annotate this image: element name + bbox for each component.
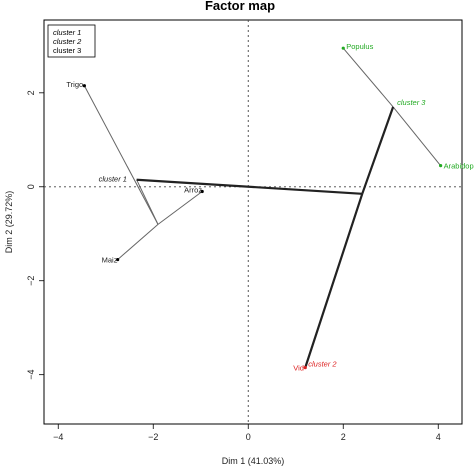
- individual-point: [439, 164, 443, 168]
- legend-entry-cluster-2: cluster 2: [53, 37, 82, 46]
- x-tick-label: −2: [148, 432, 158, 442]
- individual-point: [341, 46, 345, 50]
- y-tick-label: −2: [26, 276, 36, 286]
- reference-lines: [44, 20, 462, 424]
- tree-edge-thin: [392, 106, 442, 166]
- tree-edge-thin: [157, 191, 203, 225]
- x-tick-label: 4: [436, 432, 441, 442]
- legend-entry-cluster-3: cluster 3: [53, 46, 81, 55]
- individual-point: [303, 366, 307, 370]
- cluster-center-label: cluster 2: [308, 360, 337, 369]
- tree-edge-thick: [361, 106, 395, 195]
- x-axis-label: Dim 1 (41.03%): [222, 456, 285, 466]
- tree-edge-thin: [136, 179, 159, 225]
- tree-edge-thin: [83, 85, 159, 225]
- plot-frame: [43, 19, 463, 425]
- x-tick-label: 2: [341, 432, 346, 442]
- individual-point: [200, 189, 204, 194]
- individual-label: Arabidopsis: [444, 162, 474, 171]
- cluster-center-label: cluster 1: [99, 175, 127, 184]
- point-labels: Trigo Arroz Maiz Vid Populus Arabidopsis clust…: [66, 42, 474, 372]
- x-tick-label: −4: [53, 432, 63, 442]
- legend-entry-cluster-1: cluster 1: [53, 28, 81, 37]
- y-tick-label: −4: [26, 370, 36, 380]
- individual-point: [82, 84, 86, 88]
- cluster-center-label: cluster 3: [397, 98, 426, 107]
- individual-label: Vid: [293, 364, 304, 373]
- legend: cluster 1 cluster 2 cluster 3: [47, 24, 96, 58]
- individual-point: [116, 257, 120, 262]
- individual-label: Maiz: [102, 256, 118, 265]
- y-axis-label: Dim 2 (29.72%): [4, 191, 14, 254]
- chart-title: Factor map: [205, 0, 275, 13]
- legend-box: [47, 24, 96, 58]
- data-points: [82, 46, 443, 370]
- tree-edge-thick: [136, 178, 363, 195]
- axis-ticks: −4 −2 0 2 4 2 0 −2 −4: [26, 90, 441, 442]
- tree-edges: [83, 47, 442, 368]
- individual-label: Arroz: [184, 185, 202, 194]
- tree-edge-thin: [342, 47, 394, 108]
- tree-edge-thick: [304, 193, 364, 368]
- tree-edge-thin: [117, 223, 159, 260]
- individual-label: Trigo: [66, 80, 83, 89]
- y-tick-label: 0: [26, 184, 36, 189]
- y-tick-label: 2: [26, 90, 36, 95]
- x-tick-label: 0: [246, 432, 251, 442]
- individual-label: Populus: [346, 42, 373, 51]
